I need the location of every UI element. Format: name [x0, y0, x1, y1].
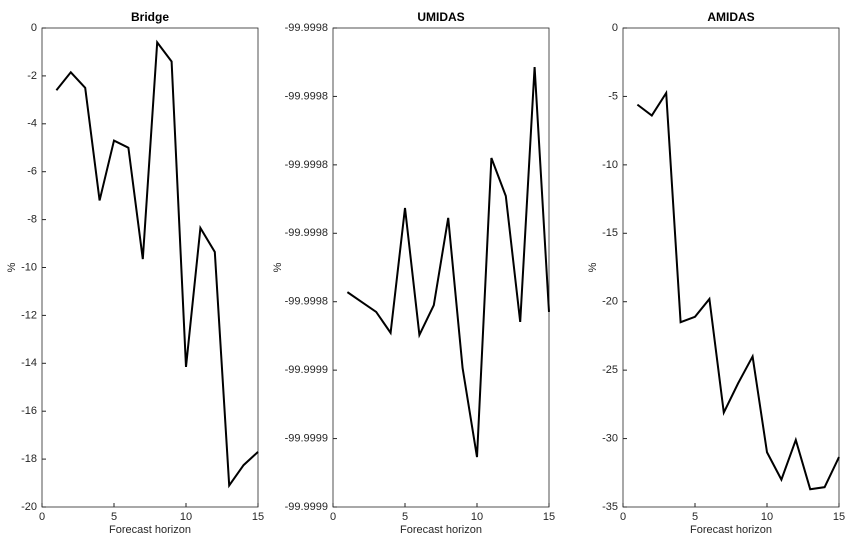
y-tick-label: -2: [27, 70, 37, 82]
y-axis-label: %: [272, 262, 284, 272]
x-tick-label: 10: [180, 511, 192, 523]
y-tick-label: -8: [27, 214, 37, 226]
chart-title: UMIDAS: [417, 10, 464, 24]
y-tick-label: -5: [608, 90, 618, 102]
y-tick-label: -18: [21, 453, 37, 465]
y-tick-label: -6: [27, 166, 37, 178]
y-tick-label: -99.9998: [285, 159, 328, 171]
x-axis-label: Forecast horizon: [400, 524, 482, 536]
y-tick-label: -30: [602, 432, 618, 444]
y-tick-label: -99.9998: [285, 227, 328, 239]
y-tick-label: -16: [21, 405, 37, 417]
x-tick-label: 5: [692, 511, 698, 523]
y-tick-label: -10: [21, 261, 37, 273]
y-tick-label: -99.9998: [285, 90, 328, 102]
x-tick-label: 5: [111, 511, 117, 523]
x-tick-label: 0: [39, 511, 45, 523]
y-tick-label: 0: [31, 22, 37, 34]
y-tick-label: -15: [602, 227, 618, 239]
x-tick-label: 10: [761, 511, 773, 523]
x-axis-label: Forecast horizon: [109, 524, 191, 536]
y-tick-label: -14: [21, 357, 37, 369]
chart-title: AMIDAS: [707, 10, 754, 24]
y-tick-label: -99.9999: [285, 501, 328, 513]
line: [346, 66, 550, 458]
line: [636, 89, 840, 491]
y-tick-label: -20: [21, 501, 37, 513]
y-axis-label: %: [587, 262, 599, 272]
y-tick-label: -35: [602, 501, 618, 513]
y-tick-label: -10: [602, 159, 618, 171]
x-tick-label: 15: [543, 511, 555, 523]
y-tick-label: -99.9998: [285, 22, 328, 34]
y-tick-label: -99.9999: [285, 364, 328, 376]
y-tick-label: -20: [602, 296, 618, 308]
y-tick-label: -12: [21, 309, 37, 321]
x-tick-label: 0: [330, 511, 336, 523]
line: [55, 39, 259, 489]
y-tick-label: 0: [612, 22, 618, 34]
x-tick-label: 15: [252, 511, 264, 523]
x-axis-label: Forecast horizon: [690, 524, 772, 536]
axes-box: [622, 27, 840, 508]
x-tick-label: 10: [471, 511, 483, 523]
chart-title: Bridge: [131, 10, 169, 24]
y-tick-label: -99.9998: [285, 296, 328, 308]
y-axis-label: %: [6, 262, 18, 272]
y-tick-label: -25: [602, 364, 618, 376]
y-tick-label: -99.9999: [285, 432, 328, 444]
x-tick-label: 15: [833, 511, 845, 523]
x-tick-label: 0: [620, 511, 626, 523]
axes-box: [332, 27, 550, 508]
y-tick-label: -4: [27, 118, 37, 130]
x-tick-label: 5: [402, 511, 408, 523]
